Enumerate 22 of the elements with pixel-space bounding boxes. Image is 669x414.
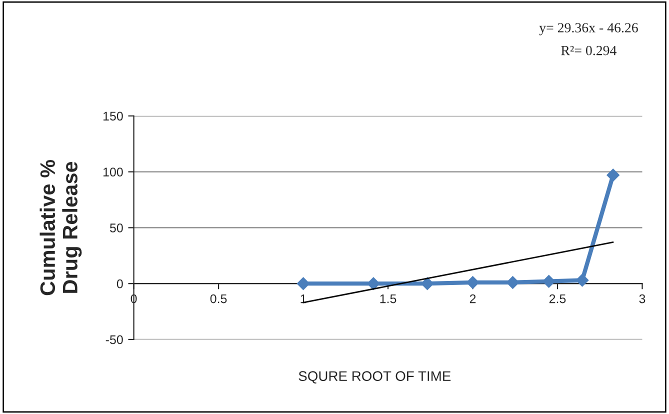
x-tick-label: 3 bbox=[639, 294, 646, 304]
x-axis-title: SQURE ROOT OF TIME bbox=[298, 371, 451, 384]
y-axis-title: Cumulative % Drug Release bbox=[40, 160, 82, 296]
y-tick-label: 50 bbox=[110, 224, 123, 232]
x-tick-label: 2.5 bbox=[549, 294, 566, 304]
y-tick-label: 0 bbox=[116, 279, 123, 288]
y-tick-label: 100 bbox=[103, 168, 123, 176]
y-tick-label: 150 bbox=[103, 112, 123, 121]
y-tick-label: -50 bbox=[106, 335, 123, 344]
point bbox=[542, 274, 556, 288]
point bbox=[506, 276, 520, 289]
x-tick-label: 2 bbox=[470, 294, 476, 304]
point bbox=[420, 277, 434, 290]
x-tick-label: 1.5 bbox=[380, 294, 396, 304]
point bbox=[606, 168, 620, 182]
text: y= 29.36x - 46.26 bbox=[539, 23, 638, 36]
point bbox=[367, 277, 380, 290]
point bbox=[576, 274, 589, 287]
point bbox=[296, 277, 310, 290]
x-tick-label: 0.5 bbox=[210, 294, 227, 304]
point bbox=[466, 276, 480, 289]
text: R²= 0.294 bbox=[561, 46, 616, 56]
